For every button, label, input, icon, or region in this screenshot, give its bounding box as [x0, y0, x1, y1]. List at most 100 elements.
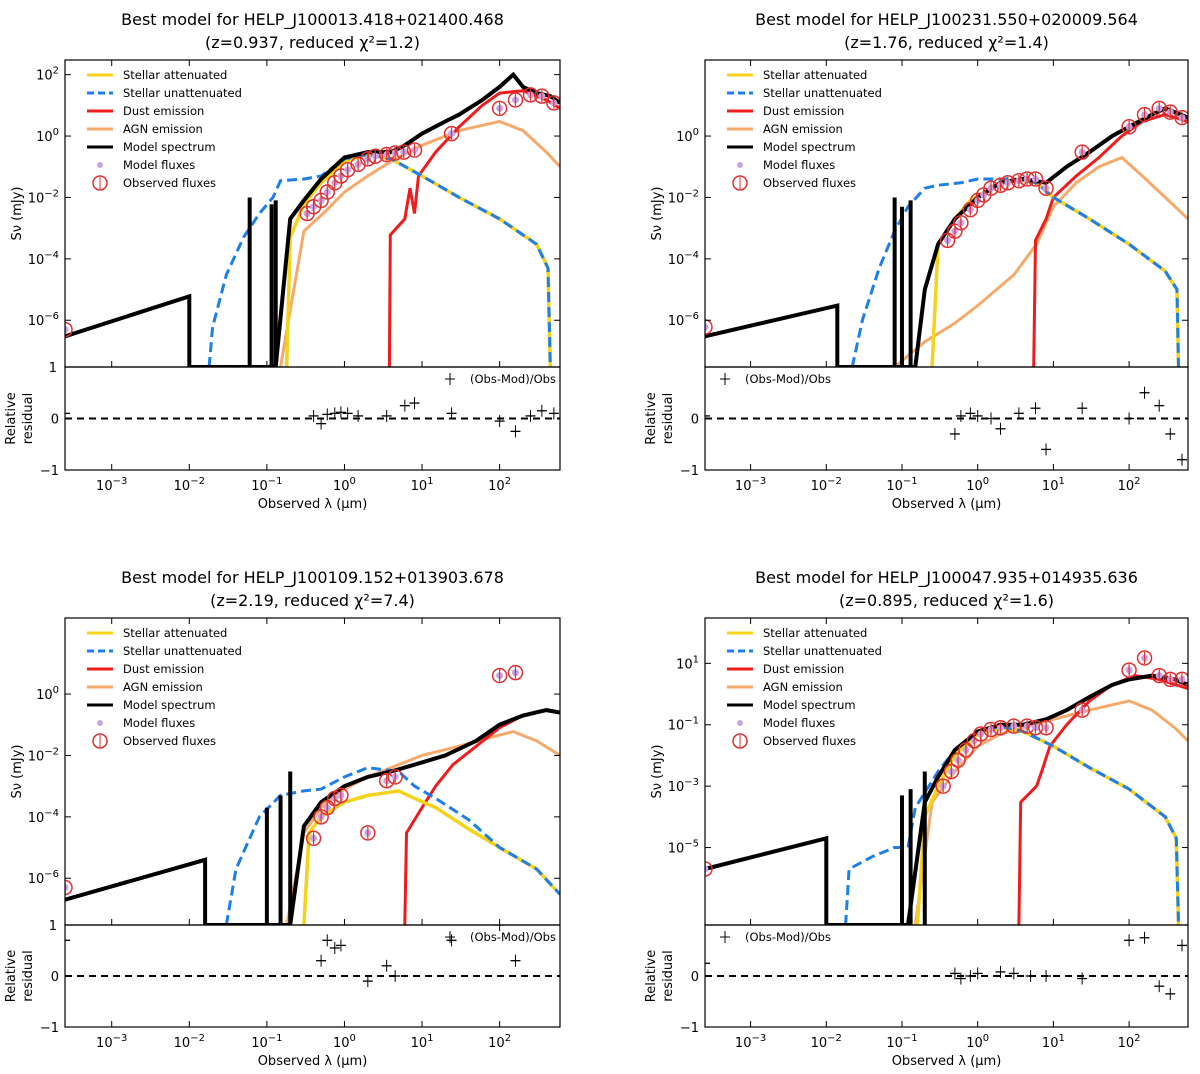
observed-flux-point — [65, 879, 73, 896]
observed-flux-point — [1121, 662, 1137, 678]
legend-label: Model fluxes — [763, 716, 835, 730]
x-axis-label: Observed λ (μm) — [892, 497, 1002, 512]
x-tick-label: 10−1 — [251, 1033, 282, 1051]
residual-plot-area — [705, 931, 1188, 1000]
residual-y-axis-label-line1: Relative — [4, 392, 19, 444]
observed-flux-point — [534, 88, 550, 104]
observed-flux-point — [1162, 671, 1179, 688]
x-axis-label: Observed λ (μm) — [258, 1054, 368, 1069]
y-axis-label: Sν (mJy) — [650, 187, 665, 241]
chart-subtitle: (z=0.895, reduced χ²=1.6) — [839, 591, 1054, 610]
legend-label: Stellar attenuated — [123, 68, 227, 82]
x-tick-label: 101 — [1042, 476, 1065, 494]
y-tick-label: 10−4 — [28, 808, 59, 826]
observed-flux-point — [65, 321, 73, 338]
x-axis-label: Observed λ (μm) — [258, 497, 368, 512]
residual-y-tick-label: −1 — [680, 1021, 699, 1036]
series-stellar-unattenuated — [850, 177, 1180, 367]
y-tick-label: 101 — [676, 654, 699, 672]
legend: Stellar attenuated Stellar unattenuated Du… — [727, 68, 882, 191]
legend-label: Model fluxes — [763, 158, 835, 172]
residual-y-tick-label: 0 — [691, 970, 699, 985]
y-tick-label: 10−5 — [668, 839, 699, 857]
residual-y-tick-label: −1 — [680, 464, 699, 479]
legend-label: Dust emission — [763, 104, 844, 118]
x-tick-label: 10−3 — [735, 476, 766, 494]
sed-plot-area — [65, 664, 560, 925]
observed-flux-point — [1038, 719, 1054, 736]
x-tick-label: 100 — [333, 1033, 356, 1051]
legend-label: Model spectrum — [123, 140, 216, 154]
residual-y-axis-label-line1: Relative — [4, 950, 19, 1002]
observed-flux-point — [943, 763, 960, 780]
x-tick-label: 10−1 — [886, 476, 917, 494]
observed-flux-point — [935, 778, 951, 794]
chart-title: Best model for HELP_J100231.550+020009.5… — [755, 10, 1138, 30]
chart-title: Best model for HELP_J100013.418+021400.4… — [121, 10, 504, 30]
y-axis-label: Sν (mJy) — [650, 745, 665, 799]
legend-label: Stellar attenuated — [763, 68, 867, 82]
series-dust-emission — [1032, 113, 1188, 367]
y-tick-label: 10−6 — [28, 869, 59, 887]
legend-label: AGN emission — [123, 680, 203, 694]
legend-marker-observed-fluxes — [92, 733, 108, 749]
legend-label: Model fluxes — [123, 716, 195, 730]
panel-2: Best model for HELP_J100231.550+020009.5… — [644, 10, 1189, 512]
observed-flux-point — [507, 92, 524, 108]
x-tick-label: 101 — [411, 1033, 434, 1051]
observed-flux-point — [522, 87, 539, 103]
observed-flux-point — [1174, 109, 1188, 126]
residual-plot-area — [705, 386, 1188, 466]
legend-label: Stellar unattenuated — [763, 86, 882, 100]
x-tick-label: 102 — [1118, 476, 1141, 494]
observed-flux-point — [1136, 106, 1153, 123]
observed-flux-point — [1074, 702, 1090, 718]
y-tick-label: 10−4 — [668, 250, 699, 268]
series-agn-emission — [893, 155, 1188, 367]
legend-marker-model-fluxes — [97, 162, 103, 168]
legend: Stellar attenuated Stellar unattenuated Du… — [727, 626, 882, 749]
observed-flux-point — [395, 144, 412, 160]
legend-label: Stellar attenuated — [123, 626, 227, 640]
series-dust-emission — [387, 89, 560, 367]
series-stellar-attenuated — [302, 789, 560, 925]
residual-legend-label: (Obs-Mod)/Obs — [745, 372, 831, 386]
observed-flux-point — [950, 752, 966, 768]
legend-marker-observed-fluxes — [92, 175, 108, 191]
legend-label: Stellar attenuated — [763, 626, 867, 640]
observed-flux-point — [333, 787, 349, 804]
observed-flux-point — [953, 214, 969, 231]
series-model-spectrum — [65, 71, 560, 367]
x-tick-label: 10−2 — [811, 476, 842, 494]
observed-flux-point — [406, 142, 423, 158]
legend-label: Observed fluxes — [123, 176, 216, 190]
x-tick-label: 10−1 — [886, 1033, 917, 1051]
model-flux-point — [705, 323, 709, 331]
chart-title: Best model for HELP_J100109.152+013903.6… — [121, 568, 504, 588]
legend-label: Dust emission — [123, 662, 204, 676]
y-tick-label: 10−6 — [28, 311, 59, 329]
observed-flux-point — [319, 184, 335, 200]
observed-flux-point — [705, 319, 713, 335]
observed-flux-point — [367, 148, 384, 164]
residual-y-tick-label: 0 — [691, 413, 699, 428]
observed-flux-point — [1174, 671, 1188, 688]
observed-flux-point — [378, 772, 395, 789]
sed-plot-area — [705, 650, 1188, 925]
model-flux-point — [705, 865, 709, 873]
observed-flux-point — [1136, 650, 1153, 666]
observed-flux-point — [1000, 175, 1016, 191]
x-tick-label: 10−3 — [735, 1033, 766, 1051]
y-tick-label: 10−3 — [668, 777, 699, 795]
observed-flux-point — [1038, 180, 1054, 196]
y-tick-label: 1 — [49, 361, 57, 376]
y-tick-label: 100 — [676, 127, 699, 145]
observed-flux-point — [387, 769, 403, 785]
series-model-spectrum — [705, 673, 1188, 925]
x-tick-label: 10−3 — [96, 1033, 127, 1051]
y-tick-label: 100 — [36, 685, 59, 703]
observed-flux-point — [443, 125, 460, 142]
legend-marker-observed-fluxes — [732, 733, 748, 749]
observed-flux-point — [1074, 144, 1090, 160]
